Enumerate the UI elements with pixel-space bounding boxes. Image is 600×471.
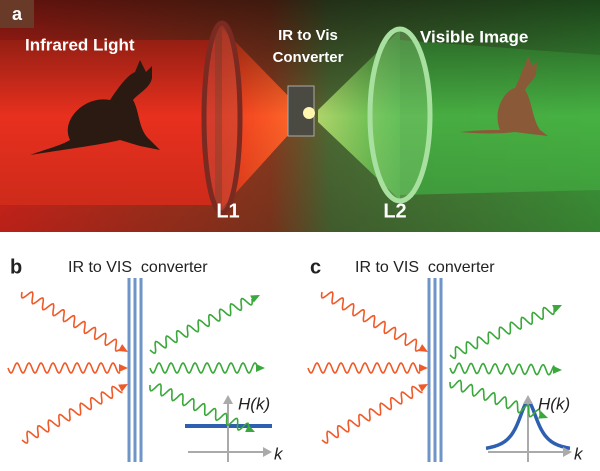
wave <box>21 385 123 444</box>
wave <box>20 291 120 352</box>
wave <box>449 379 541 418</box>
arrowhead <box>419 364 428 372</box>
label-box <box>0 0 34 28</box>
arrowhead <box>418 344 428 352</box>
panel-b: b IR to VIS converter H(k) k <box>7 256 284 463</box>
arrowhead <box>119 364 128 372</box>
y-axis-label: H(k) <box>238 394 270 413</box>
infrared-label: Infrared Light <box>25 35 135 54</box>
lens-l2 <box>367 26 433 204</box>
wave <box>307 362 421 374</box>
converter-label: IR to VIS converter <box>68 259 208 276</box>
arrowhead <box>118 384 128 392</box>
focus-spot <box>303 107 315 119</box>
arrowhead <box>250 295 260 303</box>
converter-label: IR to Vis <box>278 27 338 44</box>
lens-l1 <box>201 20 243 216</box>
panel-label: a <box>12 4 23 24</box>
x-axis-label: k <box>274 444 284 463</box>
visible-label: Visible Image <box>420 27 528 46</box>
wave <box>149 362 258 374</box>
wave <box>7 362 121 374</box>
panel-label: b <box>10 256 22 278</box>
arrowhead <box>118 344 128 352</box>
wave <box>320 291 420 352</box>
kangaroo-visible <box>460 56 548 136</box>
y-axis-label: H(k) <box>538 394 570 413</box>
kangaroo-infrared <box>30 60 160 155</box>
wave <box>149 383 250 431</box>
lens-label: L2 <box>383 200 406 222</box>
arrowhead <box>223 395 233 404</box>
arrowhead <box>552 365 562 374</box>
wave <box>149 297 254 354</box>
lens-label: L1 <box>216 200 239 222</box>
converter-label: IR to VIS converter <box>355 259 495 276</box>
wave <box>449 306 556 360</box>
converter-label: Converter <box>273 49 344 66</box>
x-axis-label: k <box>574 444 584 463</box>
panel-label: c <box>310 256 321 278</box>
arrowhead <box>245 424 255 432</box>
arrowhead <box>418 384 428 392</box>
panel-c: c IR to VIS converter H(k) k <box>307 256 584 463</box>
wave <box>449 362 555 376</box>
panel-a: a Infrared Light IR to Vis Converter Vis… <box>0 0 600 232</box>
arrowhead <box>256 364 265 372</box>
wave <box>321 385 423 444</box>
arrowhead <box>523 395 533 404</box>
